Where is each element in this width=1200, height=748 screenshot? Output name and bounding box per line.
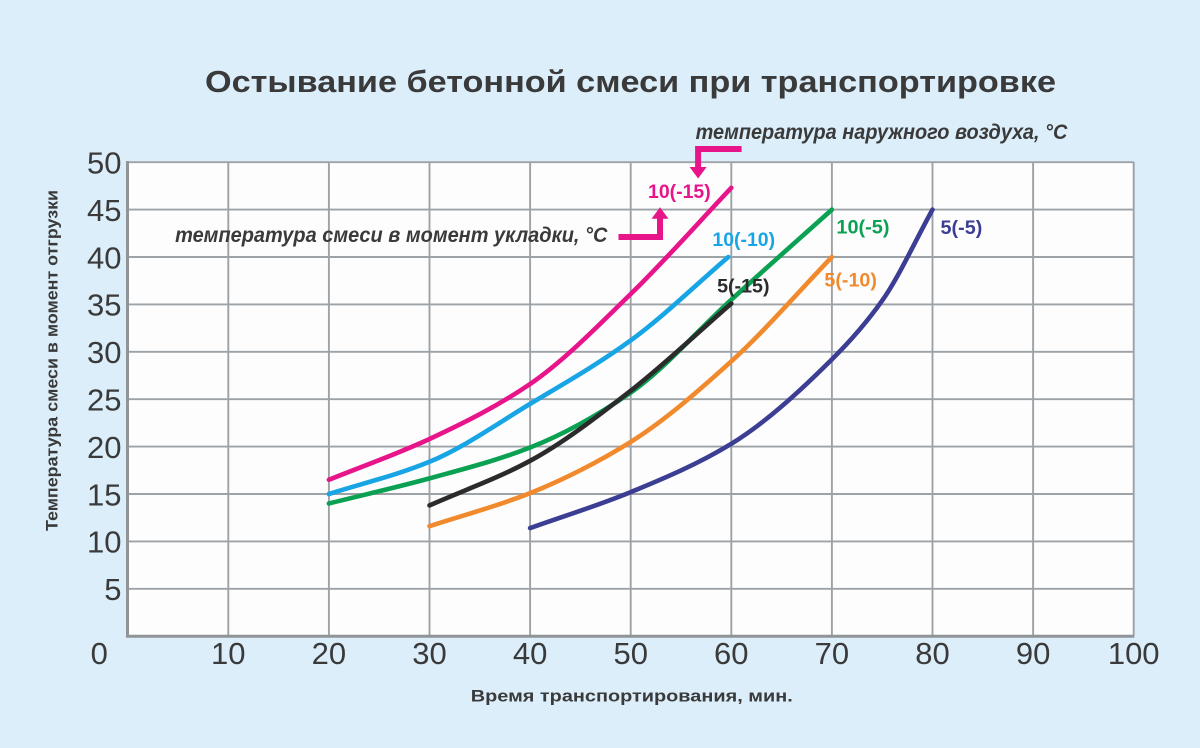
svg-text:90: 90 — [1016, 636, 1050, 671]
svg-text:45: 45 — [87, 193, 121, 228]
svg-text:40: 40 — [87, 240, 121, 275]
svg-text:Температура смеси в момент отг: Температура смеси в момент отгрузки — [43, 190, 62, 531]
svg-text:10(-10): 10(-10) — [712, 230, 775, 251]
svg-text:20: 20 — [87, 430, 121, 465]
svg-text:40: 40 — [513, 636, 547, 671]
svg-text:Время транспортирования, мин.: Время транспортирования, мин. — [471, 687, 793, 706]
svg-text:15: 15 — [87, 477, 121, 512]
svg-text:30: 30 — [87, 335, 121, 370]
svg-text:10(-15): 10(-15) — [648, 182, 711, 203]
svg-text:50: 50 — [87, 146, 121, 181]
svg-text:30: 30 — [412, 636, 446, 671]
svg-text:25: 25 — [87, 383, 121, 418]
svg-text:50: 50 — [613, 636, 647, 671]
svg-text:10: 10 — [87, 525, 121, 560]
svg-text:10: 10 — [211, 636, 245, 671]
svg-text:5(-5): 5(-5) — [941, 218, 983, 239]
svg-text:100: 100 — [1108, 636, 1160, 671]
svg-text:5: 5 — [104, 572, 121, 607]
svg-text:10(-5): 10(-5) — [836, 218, 889, 239]
svg-text:35: 35 — [87, 288, 121, 323]
svg-text:0: 0 — [91, 636, 108, 671]
svg-text:20: 20 — [312, 636, 346, 671]
svg-text:60: 60 — [714, 636, 748, 671]
svg-text:Остывание бетонной смеси при т: Остывание бетонной смеси при транспортир… — [205, 64, 1056, 99]
svg-text:температура смеси в момент укл: температура смеси в момент укладки, °С — [175, 224, 608, 247]
svg-text:температура наружного воздуха,: температура наружного воздуха, °С — [696, 121, 1069, 144]
svg-text:5(-10): 5(-10) — [824, 271, 877, 292]
svg-text:5(-15): 5(-15) — [717, 277, 769, 298]
svg-text:70: 70 — [815, 636, 849, 671]
svg-text:80: 80 — [915, 636, 949, 671]
